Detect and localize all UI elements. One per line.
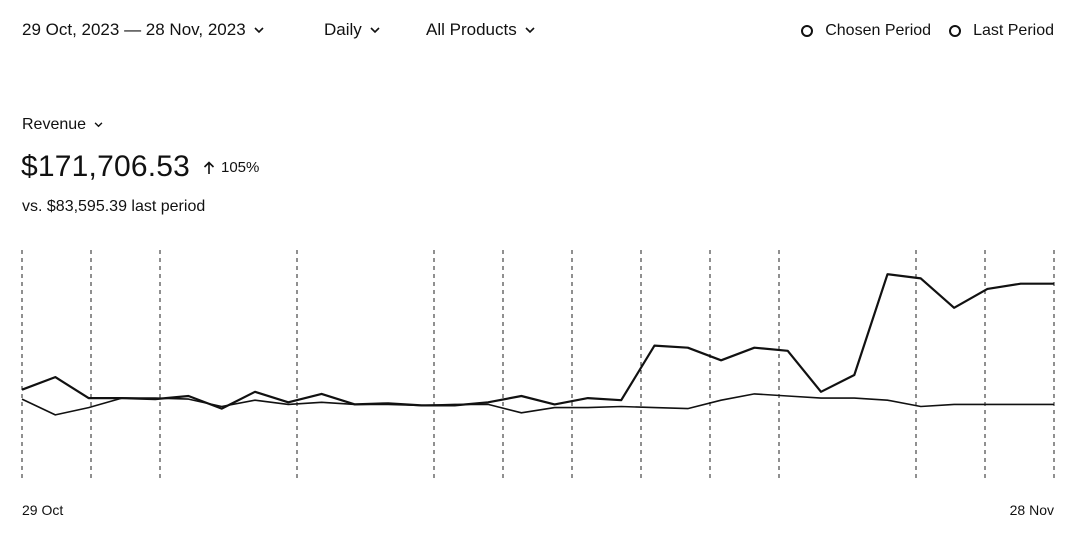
legend-dot-icon bbox=[801, 25, 814, 37]
metric-dropdown[interactable]: Revenue bbox=[22, 116, 103, 134]
date-range-label: 29 Oct, 2023 — 28 Nov, 2023 bbox=[22, 20, 246, 39]
chart-grid bbox=[21, 250, 1055, 480]
series-line-last-period bbox=[21, 273, 1054, 410]
revenue-line-chart bbox=[21, 250, 1055, 480]
legend-last-period[interactable]: Last Period bbox=[949, 22, 1054, 40]
chevron-down-icon bbox=[254, 26, 264, 33]
comparison-text: vs. $83,595.39 last period bbox=[22, 198, 206, 215]
chevron-down-icon bbox=[370, 26, 380, 33]
series-line-chosen-period bbox=[21, 393, 1054, 416]
granularity-label: Daily bbox=[324, 20, 362, 39]
date-range-dropdown[interactable]: 29 Oct, 2023 — 28 Nov, 2023 bbox=[22, 20, 264, 40]
metric-name: Revenue bbox=[22, 116, 87, 133]
legend-chosen-label: Chosen Period bbox=[825, 22, 932, 39]
legend-last-label: Last Period bbox=[973, 22, 1054, 39]
legend-dot-icon bbox=[949, 25, 962, 37]
product-filter-dropdown[interactable]: All Products bbox=[426, 20, 535, 40]
legend-chosen-period[interactable]: Chosen Period bbox=[801, 22, 931, 40]
change-indicator: 105% bbox=[203, 159, 259, 176]
product-filter-label: All Products bbox=[426, 20, 517, 39]
chart-series bbox=[21, 273, 1054, 416]
x-axis-end-label: 28 Nov bbox=[1009, 502, 1054, 518]
chart-legend: Chosen Period Last Period bbox=[783, 22, 1054, 40]
granularity-dropdown[interactable]: Daily bbox=[324, 20, 380, 40]
chevron-down-icon bbox=[525, 26, 535, 33]
arrow-up-icon bbox=[203, 160, 215, 174]
x-axis-start-label: 29 Oct bbox=[22, 502, 64, 518]
change-percent: 105% bbox=[221, 159, 260, 176]
chevron-down-icon bbox=[94, 122, 103, 128]
metric-value: $171,706.53 bbox=[21, 150, 191, 183]
